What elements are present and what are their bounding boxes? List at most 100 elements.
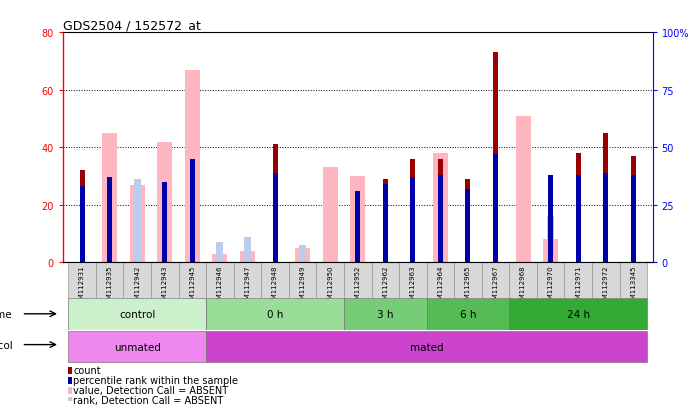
Bar xyxy=(68,387,72,394)
Bar xyxy=(130,185,144,263)
Text: GSM112947: GSM112947 xyxy=(244,265,251,307)
Bar xyxy=(433,154,448,263)
Bar xyxy=(631,176,636,263)
Bar xyxy=(80,187,84,263)
Bar xyxy=(454,263,482,298)
Bar xyxy=(244,237,251,263)
Bar xyxy=(206,332,647,362)
Text: unmated: unmated xyxy=(114,342,161,352)
Bar xyxy=(493,53,498,263)
Bar xyxy=(299,246,306,263)
Bar xyxy=(68,397,72,404)
Text: GDS2504 / 152572_at: GDS2504 / 152572_at xyxy=(63,19,201,32)
Text: percentile rank within the sample: percentile rank within the sample xyxy=(73,375,238,385)
Text: protocol: protocol xyxy=(0,340,13,350)
Bar xyxy=(438,159,443,263)
Bar xyxy=(466,189,470,263)
Bar xyxy=(316,263,344,298)
Bar xyxy=(234,263,261,298)
Text: 0 h: 0 h xyxy=(267,309,283,319)
Bar xyxy=(289,263,316,298)
Bar xyxy=(157,142,172,263)
Bar xyxy=(68,263,96,298)
Text: GSM112965: GSM112965 xyxy=(465,265,471,307)
Text: GSM112945: GSM112945 xyxy=(189,265,195,307)
Text: GSM113345: GSM113345 xyxy=(630,265,637,307)
Bar xyxy=(212,254,228,263)
Text: GSM112963: GSM112963 xyxy=(410,265,416,307)
Text: GSM112946: GSM112946 xyxy=(217,265,223,307)
Text: GSM112950: GSM112950 xyxy=(327,265,333,307)
Bar xyxy=(592,263,620,298)
Bar xyxy=(134,180,141,263)
Text: GSM112962: GSM112962 xyxy=(383,265,388,307)
Bar xyxy=(80,171,84,263)
Bar xyxy=(68,377,72,384)
Text: GSM112931: GSM112931 xyxy=(79,265,85,307)
Text: GSM112972: GSM112972 xyxy=(603,265,609,307)
Bar xyxy=(179,263,206,298)
Bar xyxy=(102,133,117,263)
Bar xyxy=(537,263,565,298)
Bar xyxy=(548,176,553,263)
Text: GSM112971: GSM112971 xyxy=(575,265,581,307)
Text: 24 h: 24 h xyxy=(567,309,590,319)
Bar xyxy=(438,176,443,263)
Bar xyxy=(620,263,647,298)
Bar xyxy=(190,159,195,263)
Text: GSM112942: GSM112942 xyxy=(134,265,140,307)
Bar xyxy=(410,159,415,263)
Bar xyxy=(543,240,558,263)
Text: GSM112968: GSM112968 xyxy=(520,265,526,307)
Bar xyxy=(124,263,151,298)
Bar xyxy=(399,263,426,298)
Bar xyxy=(96,263,124,298)
Bar xyxy=(322,168,338,263)
Bar xyxy=(510,298,647,330)
Bar xyxy=(603,133,608,263)
Bar xyxy=(565,263,592,298)
Text: GSM112949: GSM112949 xyxy=(299,265,306,307)
Text: rank, Detection Call = ABSENT: rank, Detection Call = ABSENT xyxy=(73,395,223,405)
Bar xyxy=(163,183,168,263)
Text: value, Detection Call = ABSENT: value, Detection Call = ABSENT xyxy=(73,385,228,395)
Bar xyxy=(107,178,112,263)
Text: GSM112935: GSM112935 xyxy=(107,265,112,307)
Text: GSM112952: GSM112952 xyxy=(355,265,361,307)
Bar xyxy=(576,176,581,263)
Bar xyxy=(206,263,234,298)
Text: 3 h: 3 h xyxy=(377,309,394,319)
Bar xyxy=(510,263,537,298)
Text: time: time xyxy=(0,309,13,319)
Bar xyxy=(216,243,223,263)
Bar xyxy=(371,263,399,298)
Text: GSM112948: GSM112948 xyxy=(272,265,278,307)
Text: count: count xyxy=(73,366,101,375)
Bar xyxy=(206,298,344,330)
Bar xyxy=(295,248,310,263)
Bar xyxy=(68,298,206,330)
Bar xyxy=(383,185,388,263)
Bar xyxy=(344,298,426,330)
Bar xyxy=(426,263,454,298)
Text: GSM112970: GSM112970 xyxy=(548,265,554,307)
Bar xyxy=(185,70,200,263)
Bar xyxy=(383,180,388,263)
Text: mated: mated xyxy=(410,342,443,352)
Bar xyxy=(426,298,510,330)
Bar xyxy=(603,173,608,263)
Bar xyxy=(68,332,206,362)
Bar xyxy=(482,263,510,298)
Text: GSM112943: GSM112943 xyxy=(162,265,168,307)
Text: GSM112967: GSM112967 xyxy=(493,265,498,307)
Bar xyxy=(576,154,581,263)
Text: control: control xyxy=(119,309,156,319)
Bar xyxy=(240,251,255,263)
Bar xyxy=(355,192,360,263)
Bar xyxy=(631,157,636,263)
Text: 6 h: 6 h xyxy=(460,309,476,319)
Text: GSM112964: GSM112964 xyxy=(438,265,443,307)
Bar xyxy=(350,177,365,263)
Bar xyxy=(68,367,72,374)
Bar xyxy=(344,263,371,298)
